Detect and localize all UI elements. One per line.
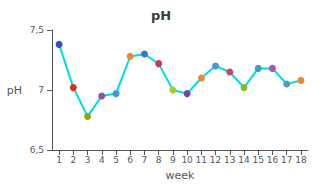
svg-text:13: 13	[224, 155, 235, 165]
svg-text:15: 15	[252, 155, 263, 165]
svg-text:11: 11	[196, 155, 207, 165]
svg-text:17: 17	[281, 155, 292, 165]
svg-text:7: 7	[38, 85, 44, 95]
svg-text:pH: pH	[7, 84, 22, 97]
svg-text:10: 10	[181, 155, 193, 165]
svg-text:12: 12	[210, 155, 221, 165]
svg-text:6,5: 6,5	[30, 145, 44, 155]
svg-text:8: 8	[156, 155, 162, 165]
svg-text:7,5: 7,5	[30, 25, 44, 35]
svg-text:1: 1	[56, 155, 62, 165]
svg-text:6: 6	[127, 155, 133, 165]
svg-text:16: 16	[267, 155, 279, 165]
svg-text:14: 14	[238, 155, 250, 165]
svg-text:5: 5	[113, 155, 119, 165]
svg-text:2: 2	[70, 155, 76, 165]
svg-text:4: 4	[99, 155, 105, 165]
svg-text:7: 7	[142, 155, 148, 165]
svg-text:3: 3	[85, 155, 91, 165]
svg-text:9: 9	[170, 155, 176, 165]
svg-text:18: 18	[295, 155, 307, 165]
svg-text:pH: pH	[151, 8, 171, 23]
svg-text:week: week	[166, 169, 196, 182]
